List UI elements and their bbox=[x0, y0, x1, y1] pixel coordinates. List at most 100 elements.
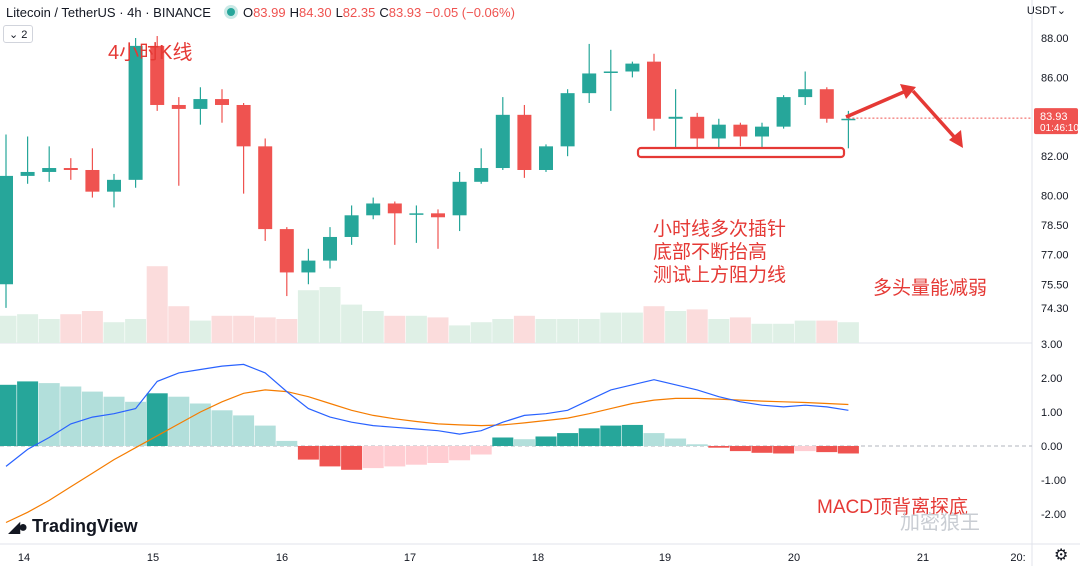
candle-body bbox=[841, 118, 856, 121]
candle-body bbox=[236, 104, 251, 147]
high-value: 84.30 bbox=[299, 4, 332, 20]
volume-bar bbox=[816, 320, 838, 343]
market-open-icon bbox=[226, 8, 235, 16]
macd-histogram-bar bbox=[362, 446, 384, 469]
macd-histogram-bar bbox=[665, 438, 687, 446]
candle-body bbox=[517, 114, 532, 170]
candle-body bbox=[733, 124, 748, 137]
candle-body bbox=[582, 73, 597, 94]
volume-bar bbox=[276, 319, 298, 343]
volume-bar bbox=[17, 314, 39, 343]
watermark: 加密狼王 bbox=[900, 512, 980, 534]
macd-histogram-bar bbox=[513, 439, 535, 446]
candle-body bbox=[279, 229, 294, 273]
candle-body bbox=[0, 175, 13, 285]
time-tick-label: 18 bbox=[532, 552, 544, 564]
candle-body bbox=[301, 260, 316, 273]
candle-body bbox=[495, 114, 510, 169]
candle-body bbox=[107, 179, 121, 192]
macd-histogram-bar bbox=[146, 393, 168, 446]
macd-histogram-bar bbox=[794, 446, 816, 452]
candle-body bbox=[409, 213, 424, 215]
volume-bar bbox=[103, 322, 125, 343]
candle-body bbox=[128, 45, 143, 180]
macd-histogram-bar bbox=[211, 410, 233, 446]
macd-histogram-bar bbox=[189, 403, 211, 446]
macd-tick-label: -1.00 bbox=[1041, 475, 1066, 487]
macd-histogram-bar bbox=[578, 428, 600, 446]
macd-histogram-bar bbox=[686, 444, 708, 446]
currency-selector[interactable]: USDT⌄ bbox=[1026, 5, 1066, 17]
price-tick-label: 78.50 bbox=[1041, 220, 1069, 232]
candle-body bbox=[387, 203, 402, 214]
price-tag-value: 83.93 bbox=[1040, 111, 1068, 123]
candle-body bbox=[690, 116, 705, 139]
volume-bar bbox=[211, 315, 233, 343]
volume-bar bbox=[621, 312, 643, 343]
macd-histogram-bar bbox=[60, 386, 82, 446]
time-tick-label: 19 bbox=[659, 552, 671, 564]
candle-body bbox=[215, 99, 229, 105]
volume-bar bbox=[492, 319, 514, 343]
volume-bar bbox=[470, 322, 492, 343]
macd-histogram-bar bbox=[816, 446, 838, 453]
candle-body bbox=[647, 61, 661, 119]
macd-histogram-bar bbox=[643, 433, 665, 446]
macd-histogram-bar bbox=[17, 381, 39, 446]
volume-bar bbox=[341, 304, 363, 343]
time-tick-label: 20: bbox=[1010, 552, 1025, 564]
candle-body bbox=[603, 71, 618, 73]
candle-body bbox=[474, 168, 489, 182]
volume-bar bbox=[708, 319, 730, 343]
macd-tick-label: 3.00 bbox=[1041, 339, 1062, 351]
volume-bar bbox=[837, 322, 859, 343]
volume-bar bbox=[319, 287, 341, 343]
price-tick-label: 82.00 bbox=[1041, 151, 1069, 163]
price-tick-label: 74.30 bbox=[1041, 303, 1069, 315]
gear-icon[interactable]: ⚙ bbox=[1054, 547, 1069, 564]
volume-bar bbox=[600, 312, 622, 343]
tradingview-logo[interactable]: ◢● TradingView bbox=[8, 516, 138, 536]
candle-body bbox=[668, 116, 683, 119]
volume-bar bbox=[751, 323, 773, 343]
symbol-info: Litecoin / TetherUS · 4h · BINANCE bbox=[6, 4, 211, 20]
volume-bar bbox=[557, 319, 579, 343]
change-value: −0.05 (−0.06%) bbox=[425, 4, 515, 20]
macd-histogram-bar bbox=[276, 440, 298, 446]
price-tick-label: 88.00 bbox=[1041, 33, 1069, 45]
chart-legend: Litecoin / TetherUS · 4h · BINANCE O 83.9… bbox=[6, 4, 515, 20]
timeframe-annotation: 4小时K线 bbox=[108, 42, 193, 64]
arrow-down-head-icon bbox=[949, 130, 963, 148]
macd-histogram-bar bbox=[600, 425, 622, 446]
macd-histogram-bar bbox=[384, 446, 406, 467]
candle-body bbox=[193, 99, 208, 109]
indicators-toggle-button[interactable]: ⌄ 2 bbox=[3, 25, 34, 43]
time-tick-label: 17 bbox=[404, 552, 416, 564]
volume-bar bbox=[38, 319, 60, 343]
volume-bar bbox=[729, 317, 751, 343]
close-value: 83.93 bbox=[388, 4, 422, 20]
time-tick-label: 16 bbox=[276, 552, 288, 564]
candle-body bbox=[625, 63, 640, 72]
volume-bar bbox=[362, 311, 384, 343]
volume-bar bbox=[189, 320, 211, 343]
volume-bar bbox=[297, 290, 319, 343]
macd-histogram-bar bbox=[233, 415, 255, 446]
candle-body bbox=[539, 146, 553, 170]
macd-histogram-bar bbox=[492, 437, 514, 446]
macd-histogram-bar bbox=[449, 446, 471, 461]
macd-histogram-bar bbox=[168, 396, 190, 446]
macd-histogram-bar bbox=[103, 396, 125, 446]
volume-bar bbox=[794, 320, 816, 343]
candle-body bbox=[344, 215, 359, 237]
volume-bar bbox=[773, 323, 795, 343]
time-tick-label: 15 bbox=[147, 552, 159, 564]
candle-body bbox=[258, 146, 273, 230]
price-tag bbox=[1034, 108, 1078, 135]
volume-bar bbox=[254, 317, 276, 343]
macd-histogram-bar bbox=[341, 446, 363, 470]
candle-body bbox=[366, 203, 381, 216]
macd-histogram-bar bbox=[0, 384, 17, 446]
volume-bar bbox=[686, 309, 708, 343]
